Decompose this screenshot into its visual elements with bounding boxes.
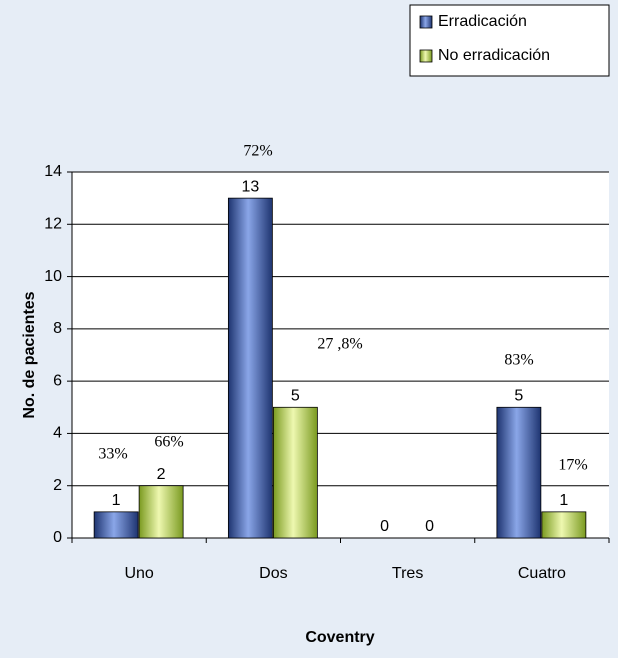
x-axis-label: Coventry [305,629,374,646]
legend-swatch [419,49,433,63]
legend-label: No erradicación [438,47,550,64]
x-tick-label: Cuatro [518,565,566,582]
y-tick-label: 4 [53,425,62,442]
y-tick-label: 14 [44,163,62,180]
y-tick-label: 0 [53,529,62,546]
legend [409,4,610,77]
value-label: 1 [559,492,568,509]
y-tick-label: 8 [53,320,62,337]
annotation: 17% [558,457,587,474]
annotation: 66% [154,434,183,451]
bar [227,197,273,539]
bar [93,511,139,539]
x-tick-label: Tres [392,565,423,582]
value-label: 13 [241,178,259,195]
annotation: 83% [504,352,533,369]
annotation: 33% [98,446,127,463]
value-label: 2 [157,466,166,483]
bar [272,406,318,539]
bar [541,511,587,539]
y-axis-label: No. de pacientes [21,291,38,418]
value-label: 0 [380,518,389,535]
legend-label: Erradicación [438,13,527,30]
y-tick-label: 2 [53,477,62,494]
x-tick-label: Dos [259,565,287,582]
bar [496,406,542,539]
value-label: 0 [425,518,434,535]
x-tick-label: Uno [124,565,153,582]
y-tick-label: 6 [53,372,62,389]
y-tick-label: 10 [44,268,62,285]
annotation: 27 ,8% [317,336,362,353]
y-tick-label: 12 [44,216,62,233]
annotation: 72% [243,143,272,160]
value-label: 5 [291,388,300,405]
bar [138,485,184,539]
legend-swatch [419,15,433,29]
value-label: 5 [514,388,523,405]
value-label: 1 [112,492,121,509]
